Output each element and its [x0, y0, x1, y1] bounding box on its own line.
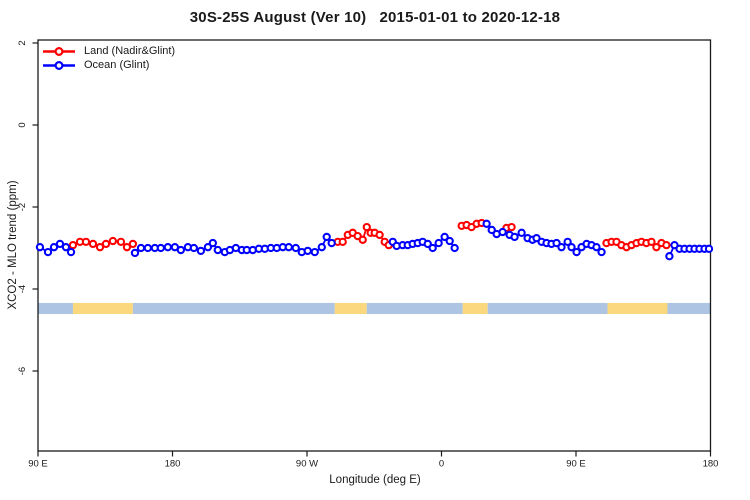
data-point-ocean [428, 243, 437, 253]
data-point-ocean [213, 245, 222, 255]
data-point-ocean [517, 228, 526, 237]
legend-label-land: Land (Nadir&Glint) [84, 45, 176, 57]
land-ocean-band-segment-ocean [667, 302, 711, 315]
data-point-ocean [196, 246, 206, 256]
legend-item-land: Land (Nadir&Glint) [41, 45, 175, 58]
data-point-ocean [665, 252, 674, 261]
data-point-land [95, 243, 105, 252]
land-ocean-band-segment-land [607, 302, 668, 315]
data-point-ocean [563, 237, 572, 246]
data-point-ocean [189, 243, 199, 253]
data-point-ocean [567, 243, 576, 252]
data-point-land [375, 230, 384, 240]
data-point-ocean [450, 243, 459, 253]
x-tick-label: 0 [439, 459, 444, 470]
data-point-ocean [445, 236, 454, 246]
land-ocean-band-segment-ocean [366, 302, 463, 315]
data-point-ocean [310, 247, 319, 257]
x-tick-label: 90 E [28, 459, 48, 470]
data-point-ocean [156, 243, 165, 253]
data-point-ocean [43, 247, 53, 257]
x-tick-label: 90 E [566, 459, 586, 470]
data-point-land [647, 237, 656, 246]
data-point-land [101, 239, 111, 249]
legend: Land (Nadir&Glint) Ocean (Glint) [41, 45, 175, 73]
land-ocean-band-segment-land [72, 302, 133, 315]
data-point-ocean [61, 243, 71, 252]
legend-label-ocean: Ocean (Glint) [84, 59, 150, 71]
data-point-ocean [55, 239, 65, 249]
data-point-ocean [143, 243, 152, 253]
x-axis-title: Longitude (deg E) [329, 474, 421, 486]
data-point-ocean [317, 243, 326, 252]
land-ocean-band-segment-ocean [487, 302, 608, 315]
land-series-key-icon [43, 46, 75, 57]
data-point-ocean [482, 219, 491, 228]
chart-title: 30S-25S August (Ver 10) 2015-01-01 to 20… [189, 9, 561, 26]
data-point-ocean [291, 243, 300, 253]
x-tick-label: 180 [703, 459, 719, 470]
data-point-land [358, 235, 367, 244]
data-point-land [362, 222, 371, 232]
y-tick-label: -6 [17, 367, 28, 375]
data-point-ocean [176, 245, 186, 255]
data-point-ocean [423, 239, 432, 249]
land-ocean-band-segment-ocean [38, 302, 73, 315]
data-point-ocean [284, 243, 293, 252]
data-point-land [81, 237, 91, 246]
data-point-land [108, 236, 118, 246]
data-point-ocean [35, 243, 45, 252]
ocean-series-key-icon [43, 60, 75, 71]
x-tick-label: 180 [165, 459, 181, 470]
data-point-land [122, 243, 132, 252]
data-point-ocean [327, 238, 336, 248]
land-ocean-band-segment-ocean [132, 302, 335, 315]
data-point-ocean [592, 243, 601, 252]
data-point-ocean [510, 232, 519, 242]
data-point-ocean [208, 238, 217, 248]
data-point-land [88, 239, 98, 249]
data-point-ocean [66, 247, 76, 257]
data-point-ocean [49, 243, 59, 252]
y-tick-label: 2 [17, 40, 28, 45]
data-point-ocean [704, 244, 714, 253]
data-point-ocean [498, 227, 507, 237]
y-tick-label: 0 [17, 122, 28, 127]
y-tick-label: -2 [17, 203, 28, 211]
data-point-ocean [552, 238, 561, 248]
data-point-ocean [434, 238, 443, 248]
data-point-ocean [203, 243, 213, 252]
data-point-land [652, 243, 661, 252]
data-point-ocean [440, 232, 449, 242]
land-ocean-band-segment-land [334, 302, 367, 315]
legend-item-ocean: Ocean (Glint) [41, 59, 175, 72]
data-point-land [662, 240, 671, 250]
data-point-ocean [322, 232, 331, 242]
data-point-ocean [597, 247, 606, 257]
data-point-ocean [163, 243, 173, 252]
data-point-land [507, 222, 516, 232]
y-tick-label: -4 [17, 285, 28, 293]
land-ocean-band-segment-land [462, 302, 488, 315]
data-point-ocean [130, 248, 140, 258]
data-point-land [68, 240, 78, 250]
data-point-ocean [557, 243, 566, 252]
data-point-ocean [572, 247, 581, 257]
data-point-ocean [136, 243, 146, 253]
data-point-land [338, 237, 347, 246]
data-point-ocean [303, 246, 312, 256]
data-point-ocean [487, 225, 496, 235]
data-point-land [128, 239, 138, 249]
data-point-land [116, 237, 126, 246]
x-tick-label: 90 W [296, 459, 318, 470]
